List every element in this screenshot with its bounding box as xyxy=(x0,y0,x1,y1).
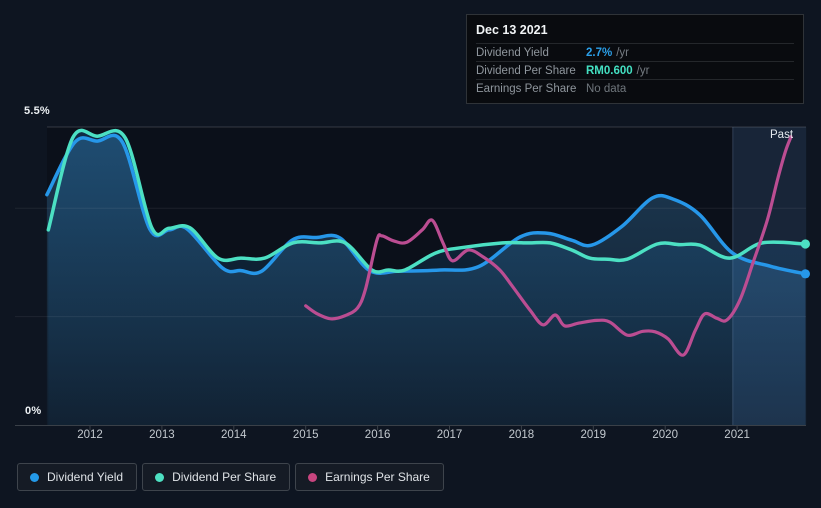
chart-legend: Dividend Yield Dividend Per Share Earnin… xyxy=(17,463,444,491)
legend-label: Earnings Per Share xyxy=(325,470,430,484)
legend-label: Dividend Per Share xyxy=(172,470,277,484)
x-tick-label: 2016 xyxy=(364,429,391,441)
earnings-per-share-dot-icon xyxy=(308,472,318,482)
tooltip-row-earnings-per-share: Earnings Per Share No data xyxy=(476,79,794,97)
tooltip-row-dividend-per-share: Dividend Per Share RM0.600 /yr xyxy=(476,61,794,79)
x-tick-label: 2014 xyxy=(221,429,247,441)
tooltip-label: Earnings Per Share xyxy=(476,82,577,95)
legend-label: Dividend Yield xyxy=(47,470,124,484)
x-axis-labels: 2012 2013 2014 2015 2016 2017 2018 2019 2020 2021 xyxy=(0,429,821,445)
legend-item-dividend-per-share[interactable]: Dividend Per Share xyxy=(142,463,291,491)
past-region-label: Past xyxy=(770,129,794,141)
tooltip-row-dividend-yield: Dividend Yield 2.7% /yr xyxy=(476,43,794,61)
tooltip-label: Dividend Per Share xyxy=(476,64,576,77)
x-tick-label: 2018 xyxy=(508,429,535,441)
legend-item-dividend-yield[interactable]: Dividend Yield xyxy=(17,463,138,491)
y-axis-min-label: 0% xyxy=(25,405,42,417)
legend-item-earnings-per-share[interactable]: Earnings Per Share xyxy=(295,463,444,491)
x-tick-label: 2019 xyxy=(580,429,607,441)
dividend-per-share-dot-icon xyxy=(155,472,165,482)
x-tick-label: 2015 xyxy=(292,429,319,441)
tooltip-value: No data xyxy=(586,82,627,95)
x-tick-label: 2020 xyxy=(652,429,678,441)
x-tick-label: 2021 xyxy=(724,429,750,441)
dividend-yield-dot-icon xyxy=(30,472,39,482)
x-tick-label: 2012 xyxy=(77,429,103,441)
tooltip-value: RM0.600 xyxy=(586,64,633,77)
tooltip-value: 2.7% xyxy=(586,46,613,59)
chart-tooltip: Dec 13 2021 Dividend Yield 2.7% /yr Divi… xyxy=(466,14,804,104)
y-axis-max-label: 5.5% xyxy=(24,105,50,117)
tooltip-value-suffix: /yr xyxy=(616,46,629,59)
x-tick-label: 2013 xyxy=(149,429,175,441)
x-tick-label: 2017 xyxy=(436,429,463,441)
tooltip-value-suffix: /yr xyxy=(636,64,650,77)
tooltip-date: Dec 13 2021 xyxy=(476,23,548,37)
tooltip-label: Dividend Yield xyxy=(476,46,549,59)
